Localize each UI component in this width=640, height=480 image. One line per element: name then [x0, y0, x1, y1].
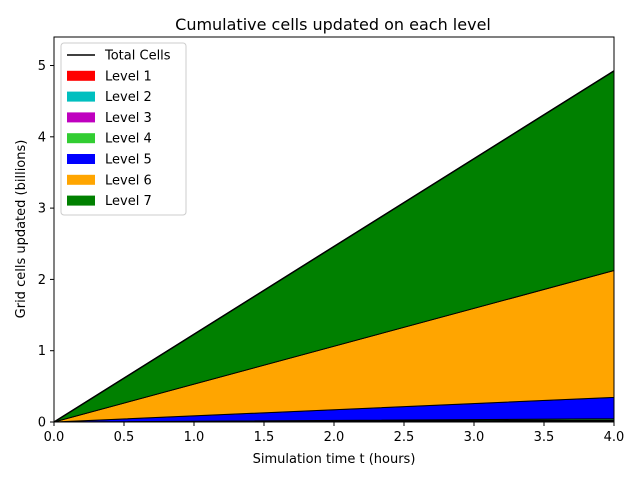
x-tick-label: 1.5: [254, 430, 275, 445]
x-tick-label: 0.5: [114, 430, 135, 445]
legend-swatch-level-7: [67, 195, 95, 206]
x-axis-label: Simulation time t (hours): [253, 452, 416, 467]
legend-label-level-5: Level 5: [105, 153, 152, 168]
legend-swatch-level-6: [67, 174, 95, 185]
x-tick-label: 4.0: [604, 430, 625, 445]
x-tick-label: 1.0: [184, 430, 205, 445]
chart-title: Cumulative cells updated on each level: [175, 15, 491, 34]
x-tick-label: 2.5: [394, 430, 415, 445]
legend-label-level-2: Level 2: [105, 90, 152, 105]
x-axis: 0.0 0.5 1.0 1.5 2.0 2.5 3.0 3.5 4.0: [44, 422, 625, 445]
x-tick-label: 0.0: [44, 430, 65, 445]
y-tick-label: 1: [38, 344, 46, 359]
total-cells-line: [53, 70, 615, 423]
legend-label-level-7: Level 7: [105, 194, 152, 209]
y-tick-label: 4: [38, 130, 46, 145]
y-axis: 0 1 2 3 4 5: [38, 59, 54, 431]
y-axis-label: Grid cells updated (billions): [14, 140, 29, 319]
y-tick-label: 3: [38, 202, 46, 217]
x-tick-label: 3.5: [534, 430, 555, 445]
legend-swatch-level-1: [67, 70, 95, 81]
y-tick-label: 0: [38, 416, 46, 431]
legend: Total Cells Level 1 Level 2 Level 3 Level 4 L…: [60, 42, 187, 216]
x-tick-label: 2.0: [324, 430, 345, 445]
legend-label-level-1: Level 1: [105, 69, 152, 84]
total-line-layer: [53, 70, 615, 423]
legend-box: [60, 42, 187, 216]
legend-swatch-level-2: [67, 91, 95, 102]
legend-swatch-level-4: [67, 133, 95, 144]
legend-swatch-level-3: [67, 112, 95, 123]
legend-label-level-4: Level 4: [105, 132, 152, 147]
legend-label-level-6: Level 6: [105, 173, 152, 188]
y-tick-label: 2: [38, 273, 46, 288]
legend-label-level-3: Level 3: [105, 111, 152, 126]
y-tick-label: 5: [38, 59, 46, 74]
x-tick-label: 3.0: [464, 430, 485, 445]
legend-swatch-level-5: [67, 154, 95, 164]
legend-label-total: Total Cells: [104, 49, 171, 64]
